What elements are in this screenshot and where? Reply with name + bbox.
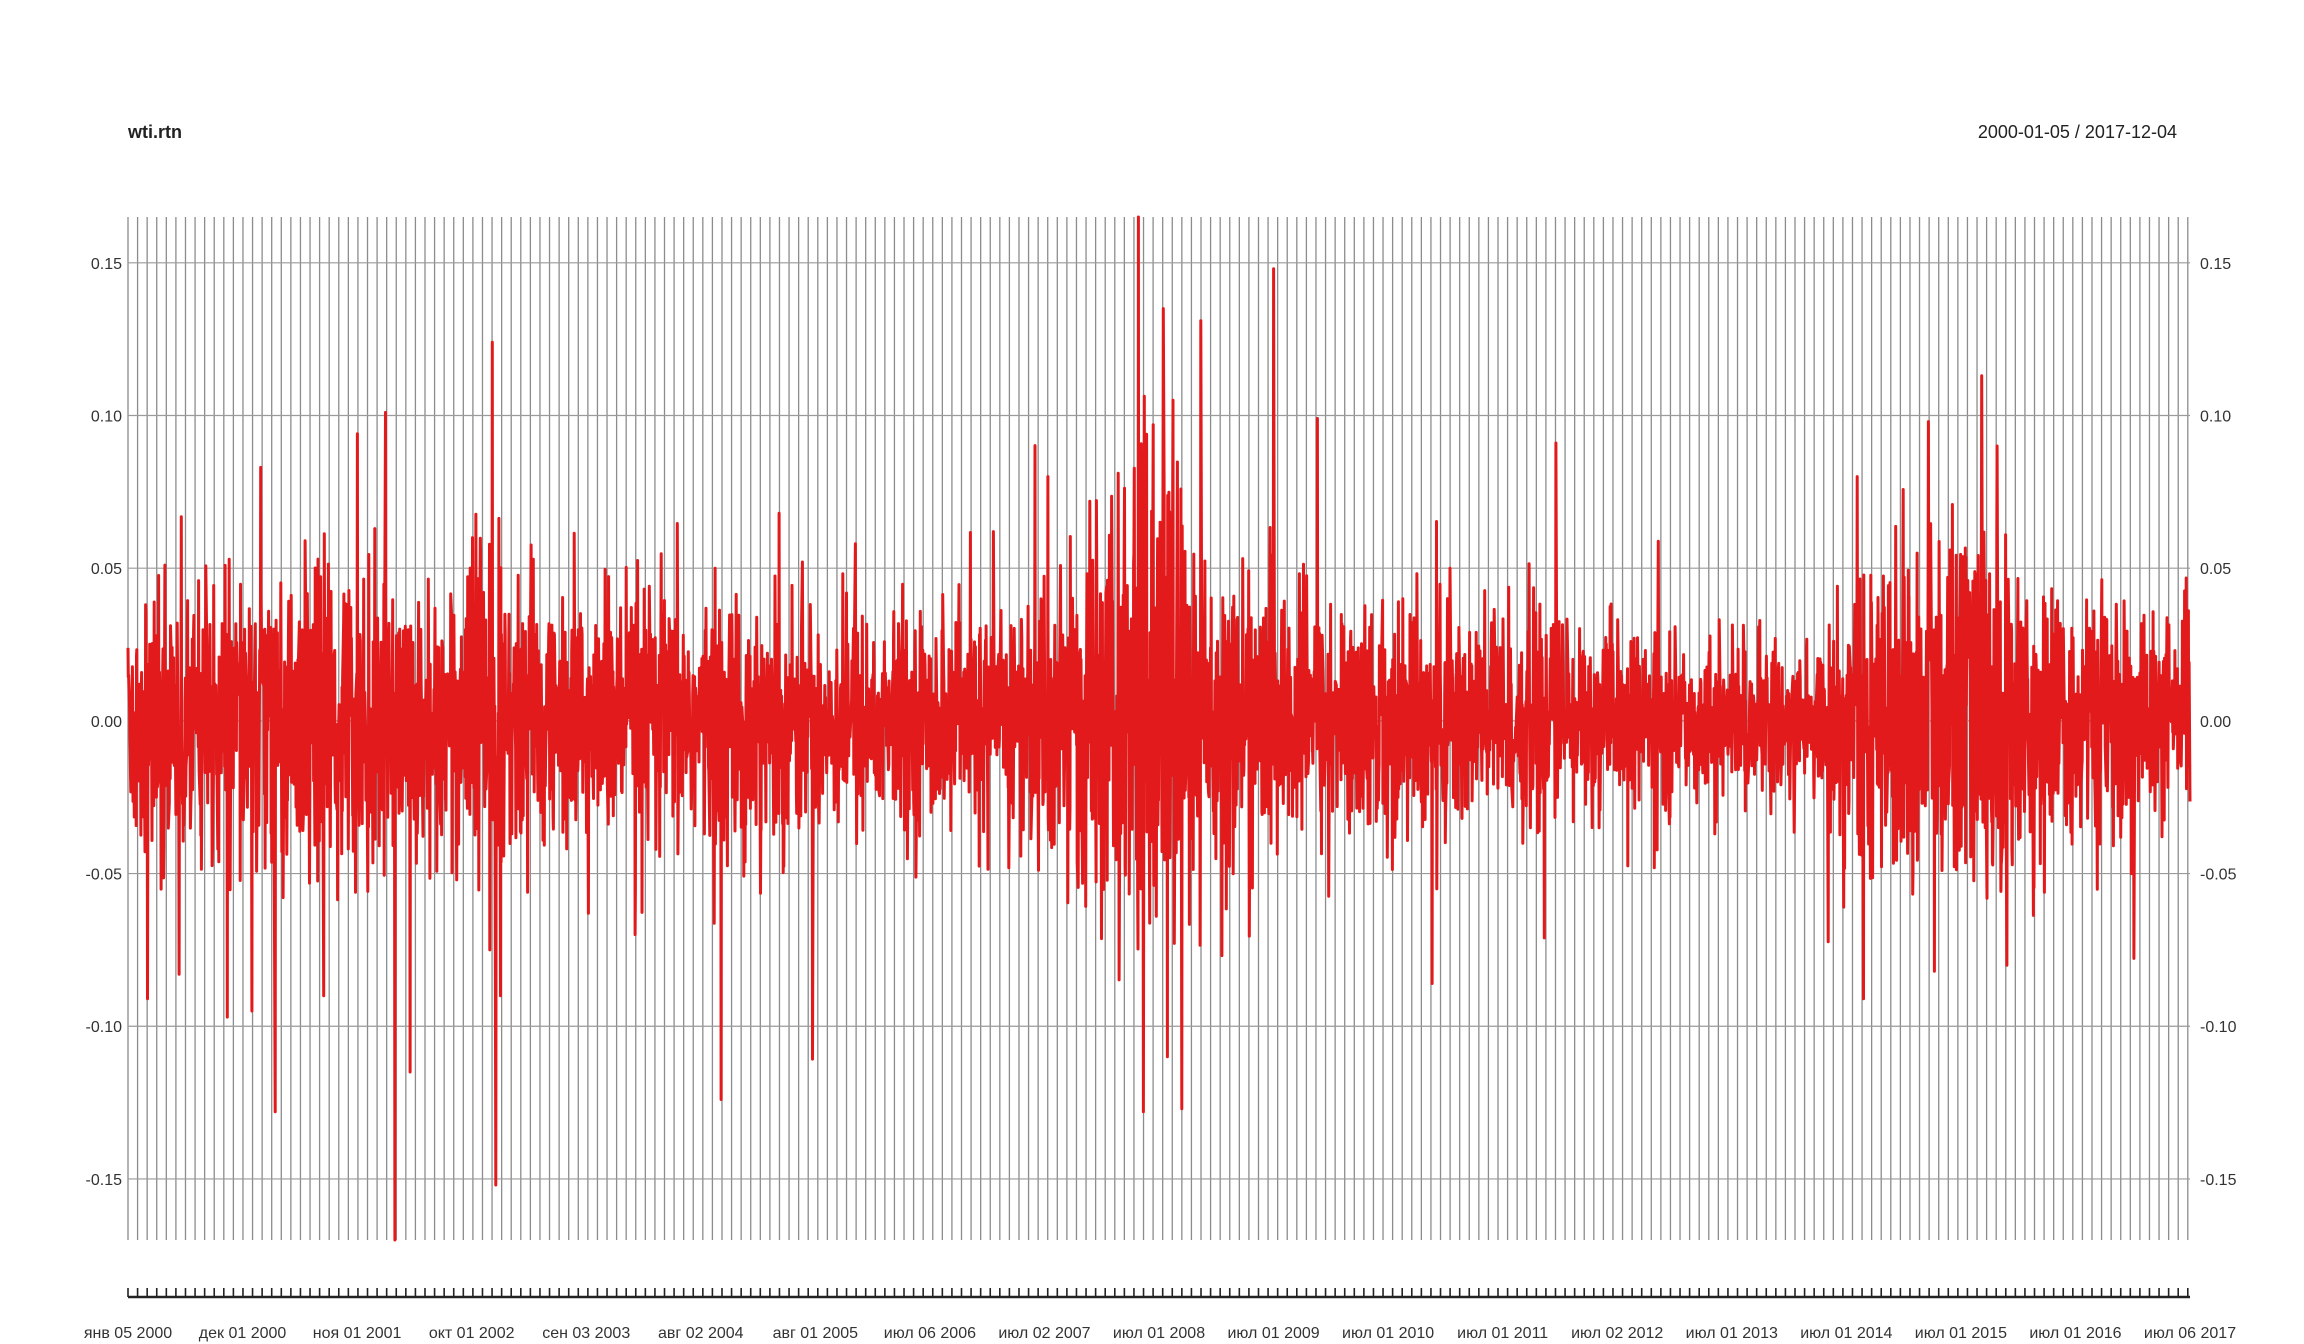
x-tick-label: июл 01 2013 (1686, 1325, 1778, 1342)
y-tick-label-left: 0.10 (91, 408, 122, 425)
y-tick-label-left: -0.15 (86, 1172, 123, 1189)
series-line (126, 215, 2192, 1242)
x-tick-label: июл 06 2006 (884, 1325, 976, 1342)
x-tick-label: июл 06 2017 (2144, 1325, 2236, 1342)
x-tick-label: июл 01 2008 (1113, 1325, 1205, 1342)
y-axis-right: 0.15 0.10 0.05 0.00 -0.05 -0.10 -0.15 (2200, 256, 2237, 1189)
x-tick-label: июл 01 2015 (1915, 1325, 2007, 1342)
y-tick-label-right: -0.10 (2200, 1019, 2237, 1036)
y-tick-label-right: -0.15 (2200, 1172, 2237, 1189)
y-tick-label-left: -0.10 (86, 1019, 123, 1036)
y-tick-label-left: 0.00 (91, 714, 122, 731)
x-tick-label: июл 01 2011 (1457, 1325, 1548, 1342)
y-tick-label-left: -0.05 (86, 867, 123, 884)
series (126, 215, 2192, 1242)
x-tick-label: июл 01 2014 (1800, 1325, 1892, 1342)
y-axis-left: 0.15 0.10 0.05 0.00 -0.05 -0.10 -0.15 (86, 256, 123, 1189)
x-tick-label: июл 01 2009 (1227, 1325, 1319, 1342)
x-tick-label: дек 01 2000 (199, 1325, 287, 1342)
y-tick-label-left: 0.15 (91, 256, 122, 273)
x-tick-label: июл 01 2010 (1342, 1325, 1434, 1342)
y-tick-label-left: 0.05 (91, 561, 122, 578)
x-tick-label: авг 01 2005 (773, 1325, 859, 1342)
y-tick-label-right: 0.05 (2200, 561, 2231, 578)
chart-title: wti.rtn (127, 122, 182, 142)
x-tick-label: июл 02 2012 (1571, 1325, 1663, 1342)
y-tick-label-right: 0.15 (2200, 256, 2231, 273)
date-range: 2000-01-05 / 2017-12-04 (1978, 122, 2177, 142)
x-tick-label: июл 02 2007 (998, 1325, 1090, 1342)
x-axis: янв 05 2000 дек 01 2000 ноя 01 2001 окт 01 … (84, 1288, 2236, 1342)
y-tick-label-right: 0.00 (2200, 714, 2231, 731)
y-tick-label-right: -0.05 (2200, 867, 2237, 884)
x-tick-label: янв 05 2000 (84, 1325, 172, 1342)
y-tick-label-right: 0.10 (2200, 408, 2231, 425)
x-tick-label: авг 02 2004 (658, 1325, 744, 1342)
x-tick-label: сен 03 2003 (542, 1325, 630, 1342)
x-tick-label: июл 01 2016 (2029, 1325, 2121, 1342)
x-tick-label: ноя 01 2001 (313, 1325, 402, 1342)
x-tick-label: окт 01 2002 (429, 1325, 515, 1342)
